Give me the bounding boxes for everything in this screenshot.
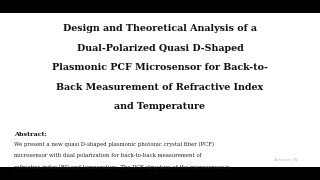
- Text: microsensor with dual polarization for back-to-back measurement of: microsensor with dual polarization for b…: [14, 153, 202, 158]
- Text: refractive index (RI) and temperature. The PCF structure of the microsensor is: refractive index (RI) and temperature. T…: [14, 165, 230, 170]
- Text: and Temperature: and Temperature: [115, 102, 205, 111]
- Bar: [0, 0, 320, 13]
- Text: Dual-Polarized Quasi D-Shaped: Dual-Polarized Quasi D-Shaped: [76, 44, 244, 53]
- Text: Activate W: Activate W: [274, 158, 298, 162]
- Text: We present a new quasi D-shaped plasmonic photonic crystal fiber (PCF): We present a new quasi D-shaped plasmoni…: [14, 142, 214, 147]
- Text: Back Measurement of Refractive Index: Back Measurement of Refractive Index: [56, 83, 264, 92]
- Bar: [0, 167, 320, 180]
- Text: Abstract:: Abstract:: [14, 132, 47, 137]
- Text: Plasmonic PCF Microsensor for Back-to-: Plasmonic PCF Microsensor for Back-to-: [52, 63, 268, 72]
- Text: Design and Theoretical Analysis of a: Design and Theoretical Analysis of a: [63, 24, 257, 33]
